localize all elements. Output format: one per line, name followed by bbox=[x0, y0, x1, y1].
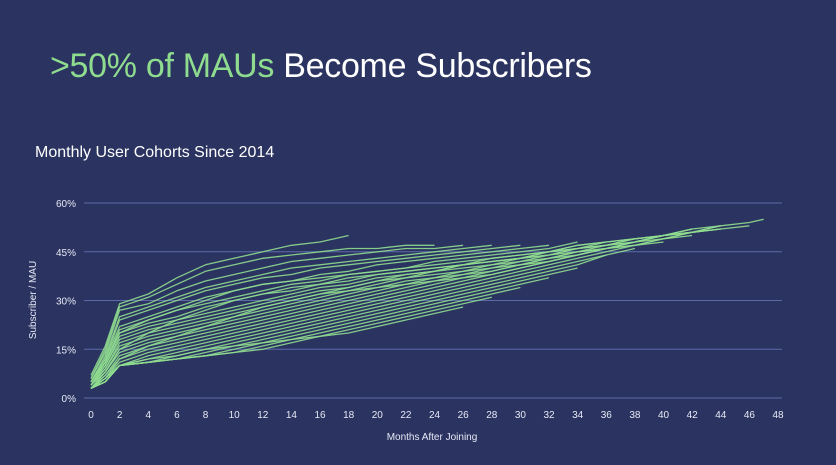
cohort-line-1 bbox=[90, 234, 349, 376]
x-tick-label: 24 bbox=[429, 410, 441, 421]
cohort-line-25 bbox=[90, 306, 464, 389]
x-tick-label: 20 bbox=[372, 410, 384, 421]
x-tick-label: 38 bbox=[629, 410, 641, 421]
x-tick-label: 18 bbox=[343, 410, 355, 421]
cohort-line-19 bbox=[90, 247, 636, 389]
x-tick-label: 28 bbox=[486, 410, 498, 421]
cohort-line-11 bbox=[90, 228, 693, 386]
x-tick-label: 10 bbox=[229, 410, 241, 421]
page-title: >50% of MAUs Become Subscribers bbox=[50, 44, 592, 88]
title-highlight: >50% of MAUs bbox=[50, 47, 275, 85]
x-tick-label: 32 bbox=[543, 410, 555, 421]
cohort-line-6 bbox=[90, 244, 550, 383]
x-tick-label: 30 bbox=[515, 410, 527, 421]
x-tick-label: 44 bbox=[715, 410, 727, 421]
cohort-line-2 bbox=[90, 244, 435, 379]
x-tick-labels: 0 2 4 6 8 10 12 14 16 18 20 22 24 26 28 30 32 34 36 38 40 42 4… bbox=[88, 410, 784, 421]
x-tick-label: 22 bbox=[400, 410, 412, 421]
cohort-line-13 bbox=[90, 218, 764, 389]
y-tick-label: 0% bbox=[62, 394, 77, 405]
cohort-line-18 bbox=[90, 241, 664, 389]
y-tick-label: 60% bbox=[56, 199, 76, 210]
x-axis-label: Months After Joining bbox=[387, 432, 478, 443]
x-tick-label: 8 bbox=[203, 410, 209, 421]
series-lines bbox=[90, 218, 764, 389]
title-rest: Become Subscribers bbox=[283, 47, 592, 85]
x-tick-label: 26 bbox=[458, 410, 470, 421]
cohort-line-3 bbox=[90, 244, 464, 379]
chart-subtitle: Monthly User Cohorts Since 2014 bbox=[35, 144, 275, 161]
x-tick-label: 48 bbox=[772, 410, 784, 421]
x-tick-label: 16 bbox=[314, 410, 326, 421]
x-tick-label: 42 bbox=[687, 410, 699, 421]
x-tick-label: 34 bbox=[572, 410, 584, 421]
x-tick-label: 4 bbox=[145, 410, 151, 421]
x-tick-label: 6 bbox=[174, 410, 180, 421]
x-tick-label: 2 bbox=[117, 410, 123, 421]
x-tick-label: 0 bbox=[88, 410, 94, 421]
cohort-line-12 bbox=[90, 225, 721, 386]
y-tick-label: 30% bbox=[56, 297, 76, 308]
y-tick-label: 45% bbox=[56, 248, 76, 259]
cohort-line-27 bbox=[90, 228, 721, 386]
x-tick-label: 36 bbox=[601, 410, 613, 421]
cohort-line-20 bbox=[90, 254, 607, 389]
x-tick-label: 14 bbox=[286, 410, 298, 421]
x-tick-label: 12 bbox=[257, 410, 269, 421]
cohort-line-17 bbox=[90, 234, 693, 389]
y-tick-label: 15% bbox=[56, 345, 76, 356]
cohort-line-28 bbox=[90, 228, 693, 383]
cohort-line-5 bbox=[90, 244, 521, 383]
y-axis-label: Subscriber / MAU bbox=[28, 261, 39, 339]
x-tick-label: 40 bbox=[658, 410, 670, 421]
x-tick-label: 46 bbox=[744, 410, 756, 421]
cohort-line-4 bbox=[90, 244, 492, 383]
y-tick-labels: 0% 15% 30% 45% 60% bbox=[56, 199, 76, 405]
